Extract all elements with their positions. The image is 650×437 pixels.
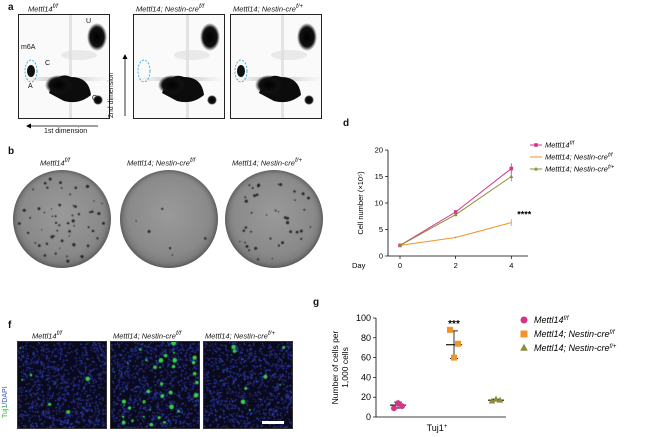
- g-point-1: [447, 326, 453, 333]
- g-point-2: [492, 395, 500, 402]
- spot-label-c: C: [45, 60, 51, 67]
- if-image-fplus-nestin: [203, 341, 293, 429]
- d-legend-label-1: Mettl14; Nestin-cref/f: [545, 153, 613, 162]
- g-legend-marker-1: [520, 330, 528, 338]
- d-xlabel: Day: [352, 261, 366, 270]
- d-point-0: [509, 166, 514, 171]
- g-ytick-label: 0: [366, 412, 371, 422]
- colony-dish-fplus-nestin: [225, 170, 323, 268]
- tlc-image-ff: m6A U C A G: [18, 14, 110, 119]
- d-legend-marker-0: [534, 143, 538, 147]
- d-point-0: [453, 210, 458, 214]
- g-ytick-label: 60: [361, 353, 371, 363]
- panel-a-genotype-1: Mettl14f/f: [28, 3, 58, 14]
- d-ytick-label: 20: [375, 146, 383, 155]
- d-legend-marker-2: [534, 166, 538, 171]
- panel-g-letter: g: [313, 297, 320, 308]
- d-ytick-label: 10: [375, 199, 383, 208]
- g-point-0: [391, 405, 397, 412]
- if-image-ff-nestin: [110, 341, 200, 429]
- g-ytick-label: 100: [356, 313, 371, 323]
- spot-label-a: A: [28, 83, 33, 90]
- panel-f-letter: f: [8, 320, 12, 331]
- d-significance: ****: [517, 210, 532, 220]
- g-legend-marker-0: [520, 316, 528, 324]
- panel-b-genotype-2: Mettl14; Nestin-cref/f: [127, 157, 196, 168]
- d-point-2: [453, 212, 458, 217]
- dim2-label: 2nd dimension: [108, 72, 115, 118]
- g-point-1: [455, 340, 461, 347]
- d-ytick-label: 15: [375, 172, 383, 181]
- d-ytick-label: 0: [379, 252, 383, 261]
- dim1-label: 1st dimension: [44, 128, 88, 135]
- g-category-label: Tuj1+: [427, 423, 448, 433]
- g-ytick-label: 40: [361, 372, 371, 382]
- panel-f-ylabel: Tuj1/DAPI: [2, 386, 9, 418]
- tlc-image-ff-nestin: [133, 14, 225, 119]
- spot-label-u: U: [86, 18, 92, 25]
- colony-dish-ff: [13, 170, 111, 268]
- d-series-line-0: [399, 168, 512, 246]
- if-image-ff: [17, 341, 107, 429]
- panel-a-genotype-3: Mettl14; Nestin-cref/+: [233, 3, 304, 14]
- panel-d-letter: d: [343, 118, 350, 129]
- g-point-1: [451, 354, 457, 361]
- g-point-0: [395, 400, 401, 407]
- g-ytick-label: 80: [361, 333, 371, 343]
- chart-d: 0 5 10 15 20 0 2 4 Day Cell number (×10⁵) Mettl14f…: [352, 141, 615, 271]
- spot-label-g: G: [92, 95, 98, 102]
- d-xtick-label: 4: [509, 261, 513, 270]
- panel-b-letter: b: [8, 146, 15, 157]
- d-series-line-1: [399, 222, 512, 246]
- panel-f-genotype-2: Mettl14; Nestin-cref/f: [113, 330, 182, 341]
- panel-f-genotype-3: Mettl14; Nestin-cref/+: [205, 330, 276, 341]
- tlc-image-fplus-nestin: [230, 14, 322, 119]
- g-legend-label-2: Mettl14; Nestin-cref/+: [534, 343, 617, 353]
- panel-b-genotype-3: Mettl14; Nestin-cref/+: [232, 157, 303, 168]
- d-ylabel: Cell number (×10⁵): [356, 171, 365, 235]
- g-ytick-label: 20: [361, 392, 371, 402]
- g-ylabel: Number of cells per1,000 cells: [330, 330, 350, 404]
- panel-a-genotype-2: Mettl14; Nestin-cref/f: [136, 3, 205, 14]
- g-point-2: [488, 397, 496, 404]
- panel-f-genotype-1: Mettl14f/f: [32, 330, 62, 341]
- g-legend-label-1: Mettl14; Nestin-cref/f: [534, 329, 616, 339]
- panel-b-genotype-1: Mettl14f/f: [40, 157, 70, 168]
- chart-g: 0 20 40 60 80 100 Number of cells per1,000 cel…: [330, 313, 617, 433]
- spot-label-m6a: m6A: [21, 44, 36, 51]
- d-ytick-label: 5: [379, 225, 383, 234]
- colony-dish-ff-nestin: [120, 170, 218, 268]
- g-legend-marker-2: [520, 343, 528, 351]
- g-significance: ***: [448, 319, 460, 330]
- scale-bar: [262, 421, 284, 424]
- d-legend-label-2: Mettl14; Nestin-cref/+: [545, 165, 615, 174]
- panel-a-letter: a: [8, 2, 14, 13]
- d-xtick-label: 0: [398, 261, 402, 270]
- d-legend-label-0: Mettl14f/f: [545, 141, 575, 150]
- g-legend-label-0: Mettl14f/f: [534, 315, 570, 325]
- d-point-2: [509, 174, 514, 178]
- d-point-2: [398, 243, 402, 247]
- d-xtick-label: 2: [454, 261, 458, 270]
